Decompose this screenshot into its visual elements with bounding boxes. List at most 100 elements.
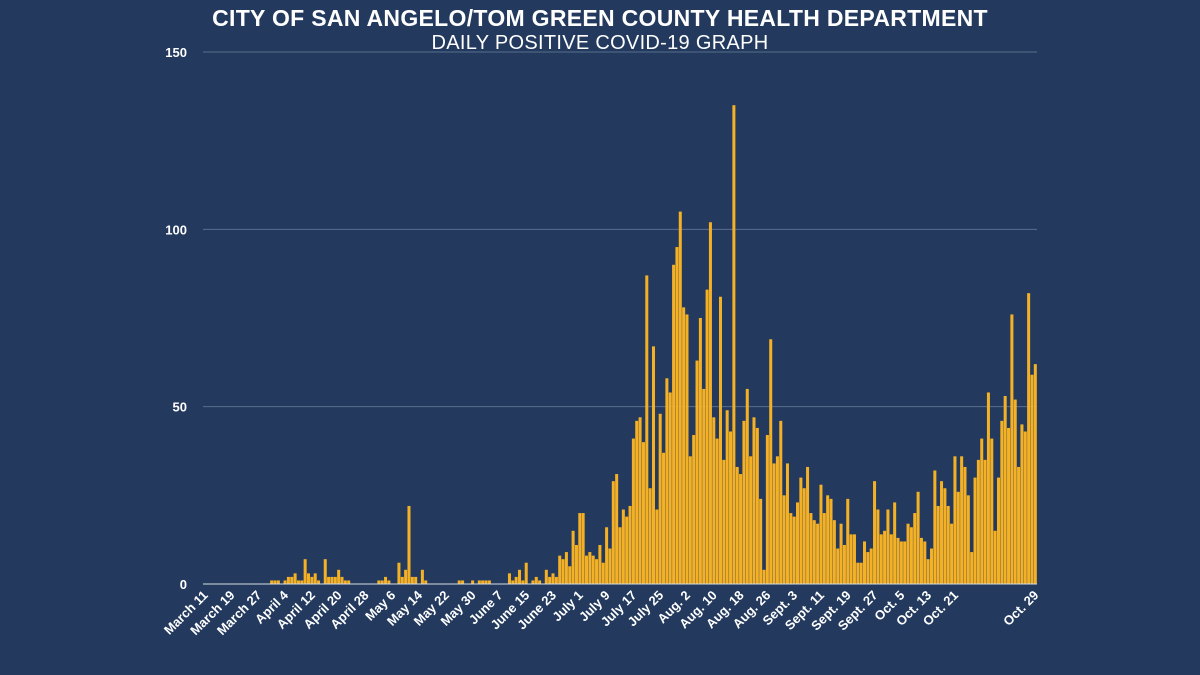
bar xyxy=(574,544,578,584)
bar xyxy=(611,481,615,584)
bar xyxy=(333,576,337,584)
bar xyxy=(715,438,719,584)
bar xyxy=(899,541,903,584)
bar xyxy=(1020,424,1024,584)
bar xyxy=(618,527,622,584)
bar xyxy=(946,505,950,584)
bar xyxy=(943,488,947,584)
bar xyxy=(672,264,676,584)
bar xyxy=(507,573,511,584)
bar xyxy=(796,502,800,584)
bar xyxy=(940,481,944,584)
bar xyxy=(1033,364,1037,584)
bar xyxy=(397,562,401,584)
bar xyxy=(635,420,639,584)
bar xyxy=(692,435,696,584)
bar xyxy=(856,562,860,584)
bar xyxy=(558,555,562,584)
bar xyxy=(290,576,294,584)
bar xyxy=(705,289,709,584)
bar xyxy=(538,580,542,584)
bar xyxy=(273,580,277,584)
bar xyxy=(802,488,806,584)
bar xyxy=(521,580,525,584)
bar xyxy=(839,523,843,584)
bar xyxy=(762,569,766,584)
chart-subtitle: DAILY POSITIVE COVID-19 GRAPH xyxy=(431,32,769,54)
bar xyxy=(648,488,652,584)
bar xyxy=(718,296,722,584)
bar xyxy=(548,576,552,584)
bar xyxy=(772,463,776,584)
bar xyxy=(682,307,686,584)
bar xyxy=(849,534,853,584)
bar xyxy=(343,580,347,584)
bar xyxy=(330,576,334,584)
bar xyxy=(936,505,940,584)
y-tick-label: 0 xyxy=(180,577,187,592)
bar xyxy=(675,247,679,585)
bar xyxy=(953,456,957,584)
x-tick-label: Oct. 29 xyxy=(1000,588,1041,629)
bar xyxy=(534,576,538,584)
bar xyxy=(926,559,930,584)
bar xyxy=(1013,399,1017,584)
bar xyxy=(638,417,642,584)
bar xyxy=(641,442,645,584)
bar xyxy=(846,498,850,584)
bar xyxy=(551,573,555,584)
bar xyxy=(518,569,522,584)
bar xyxy=(514,576,518,584)
bar xyxy=(584,555,589,584)
bar xyxy=(842,544,846,584)
bar xyxy=(310,576,314,584)
bar xyxy=(340,576,344,584)
bar xyxy=(658,413,662,584)
bars xyxy=(270,105,1037,585)
bar xyxy=(789,513,793,584)
bar xyxy=(809,513,813,584)
bar xyxy=(765,435,769,584)
bar xyxy=(564,552,568,584)
bar xyxy=(893,502,897,584)
bar xyxy=(400,576,404,584)
bar xyxy=(956,491,960,584)
bar xyxy=(511,580,515,584)
bar xyxy=(1007,427,1011,584)
bar xyxy=(1000,420,1004,584)
bar xyxy=(595,559,599,584)
bar xyxy=(903,541,907,584)
bar xyxy=(909,527,913,584)
bar xyxy=(873,481,877,584)
bar xyxy=(826,495,830,584)
bar xyxy=(327,576,331,584)
bar xyxy=(960,456,964,584)
bar xyxy=(608,548,612,584)
bar xyxy=(816,523,820,584)
y-tick-label: 50 xyxy=(173,400,187,415)
bar xyxy=(293,573,297,584)
bar xyxy=(377,580,381,584)
bar xyxy=(742,420,746,584)
bar xyxy=(950,523,954,584)
bar xyxy=(424,580,428,584)
bar xyxy=(380,580,384,584)
bar xyxy=(487,580,491,584)
bar xyxy=(688,456,692,584)
bar xyxy=(725,410,729,584)
bar xyxy=(404,569,408,584)
bar xyxy=(785,463,789,584)
bar xyxy=(531,580,535,584)
bar xyxy=(862,541,867,584)
bar xyxy=(886,509,890,584)
bar xyxy=(621,509,625,584)
bar xyxy=(698,318,702,584)
bar xyxy=(347,580,351,584)
bar xyxy=(561,559,565,584)
y-tick-label: 150 xyxy=(165,45,187,60)
bar xyxy=(410,576,414,584)
bar xyxy=(806,466,810,584)
bar xyxy=(571,530,575,584)
bar xyxy=(414,576,418,584)
